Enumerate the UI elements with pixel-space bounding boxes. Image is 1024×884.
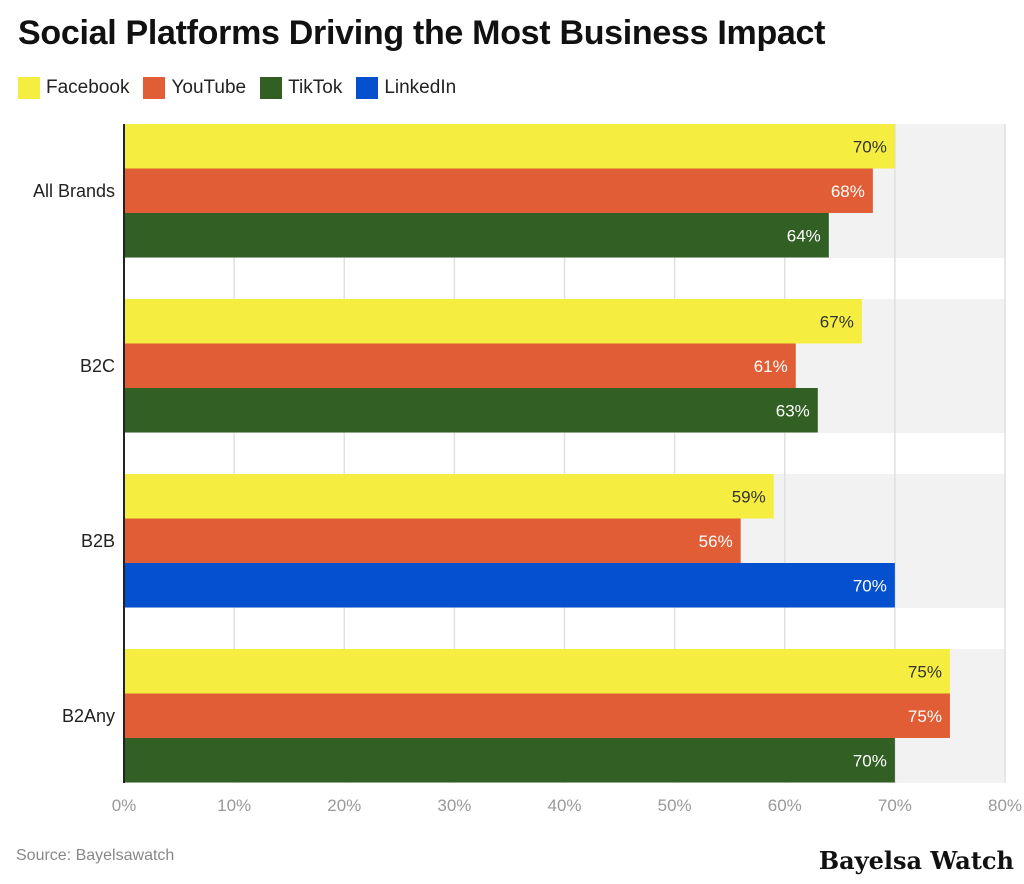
legend-swatch-tiktok (260, 77, 283, 99)
data-label-b2b-facebook: 59% (732, 487, 766, 506)
data-label-b2any-tiktok: 70% (853, 751, 887, 770)
category-label-all-brands: All Brands (33, 181, 115, 201)
x-tick-label-10: 10% (217, 796, 251, 815)
bar-b2c-facebook (124, 299, 862, 344)
x-tick-label-40: 40% (547, 796, 581, 815)
bar-all-brands-tiktok (124, 213, 829, 258)
category-label-b2b: B2B (81, 531, 115, 551)
category-label-b2any: B2Any (62, 706, 115, 726)
legend-swatch-youtube (143, 77, 166, 99)
data-label-b2c-facebook: 67% (820, 312, 854, 331)
x-tick-label-30: 30% (437, 796, 471, 815)
legend-item-facebook: Facebook (18, 77, 129, 99)
legend-swatch-linkedin (356, 77, 379, 99)
x-tick-label-70: 70% (878, 796, 912, 815)
x-tick-label-50: 50% (658, 796, 692, 815)
bar-all-brands-facebook (124, 124, 895, 169)
source-note: Source: Bayelsawatch (16, 847, 175, 864)
legend-label-facebook: Facebook (46, 77, 130, 98)
legend-item-tiktok: TikTok (260, 77, 342, 99)
bar-b2c-youtube (124, 343, 796, 388)
data-label-b2b-linkedin: 70% (853, 576, 887, 595)
x-tick-label-20: 20% (327, 796, 361, 815)
bar-b2b-linkedin (124, 563, 895, 608)
bar-b2any-youtube (124, 693, 950, 738)
data-label-b2c-tiktok: 63% (776, 401, 810, 420)
bar-b2any-facebook (124, 649, 950, 694)
data-label-b2b-youtube: 56% (699, 532, 733, 551)
chart-legend: Facebook YouTube TikTok LinkedIn (18, 77, 470, 99)
bar-all-brands-youtube (124, 168, 873, 213)
bar-b2b-facebook (124, 474, 774, 519)
x-tick-label-80: 80% (988, 796, 1022, 815)
data-label-all-brands-youtube: 68% (831, 182, 865, 201)
brand-logo: Bayelsa Watch (818, 846, 1014, 875)
data-label-b2c-youtube: 61% (754, 357, 788, 376)
legend-label-linkedin: LinkedIn (384, 77, 457, 98)
legend-label-tiktok: TikTok (288, 77, 343, 98)
data-label-b2any-facebook: 75% (908, 662, 942, 681)
data-label-all-brands-tiktok: 64% (787, 226, 821, 245)
category-label-b2c: B2C (80, 356, 115, 376)
legend-item-linkedin: LinkedIn (356, 77, 456, 99)
x-tick-label-60: 60% (768, 796, 802, 815)
data-label-all-brands-facebook: 70% (853, 137, 887, 156)
bar-b2c-tiktok (124, 388, 818, 433)
bar-b2b-youtube (124, 518, 741, 563)
data-label-b2any-youtube: 75% (908, 707, 942, 726)
legend-swatch-facebook (18, 77, 40, 99)
bar-b2any-tiktok (124, 738, 895, 783)
legend-label-youtube: YouTube (171, 77, 247, 98)
x-tick-label-0: 0% (112, 796, 137, 815)
legend-item-youtube: YouTube (143, 77, 246, 99)
chart-title: Social Platforms Driving the Most Busine… (18, 14, 826, 52)
